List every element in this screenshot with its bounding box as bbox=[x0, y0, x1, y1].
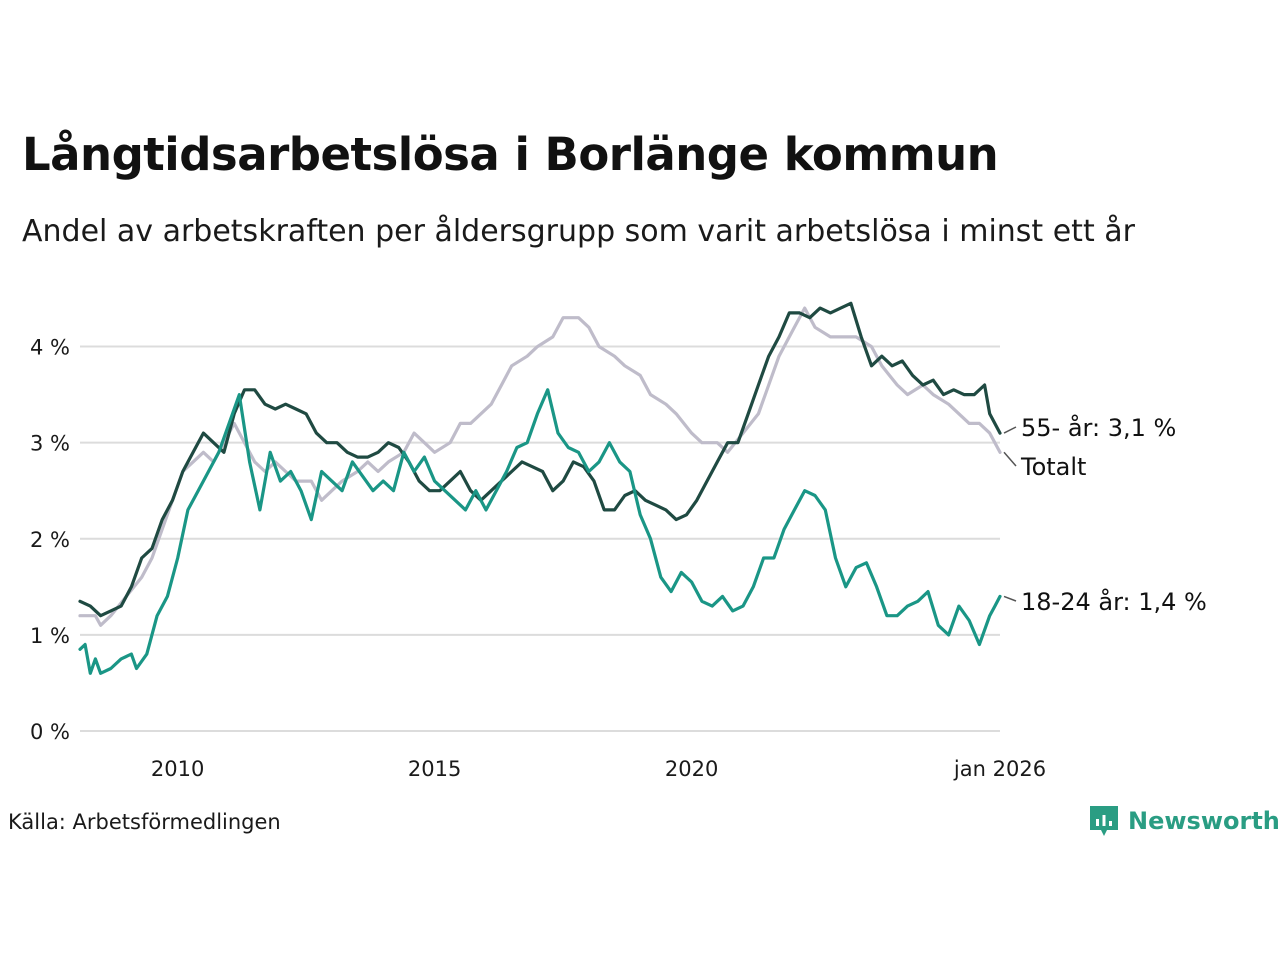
y-tick-label: 1 % bbox=[30, 624, 70, 648]
series-line-1 bbox=[78, 306, 1002, 627]
end-label: Totalt bbox=[1020, 453, 1086, 481]
brand-name: Newsworthy bbox=[1128, 807, 1280, 835]
x-tick-label: 2010 bbox=[151, 757, 204, 781]
x-tick-label: jan 2026 bbox=[953, 757, 1046, 781]
chart-subtitle: Andel av arbetskraften per åldersgrupp s… bbox=[22, 214, 1135, 249]
series-line-3 bbox=[78, 388, 1002, 675]
newsworthy-logo-icon bbox=[1090, 806, 1118, 836]
end-label: 55- år: 3,1 % bbox=[1021, 413, 1176, 442]
chart-title: Långtidsarbetslösa i Borlänge kommun bbox=[22, 128, 999, 181]
end-labels: Totalt 55- år: 3,1 % 18-24 år: 1,4 % bbox=[1003, 413, 1207, 616]
x-tick-label: 2015 bbox=[408, 757, 461, 781]
series-line-2 bbox=[78, 301, 1002, 618]
y-tick-label: 0 % bbox=[30, 720, 70, 744]
end-label: 18-24 år: 1,4 % bbox=[1021, 587, 1207, 616]
brand-logo: Newsworthy bbox=[1088, 804, 1280, 838]
source-note: Källa: Arbetsförmedlingen bbox=[8, 810, 281, 834]
y-tick-label: 2 % bbox=[30, 528, 70, 552]
end-label-leader bbox=[1003, 426, 1017, 434]
x-tick-label: 2020 bbox=[665, 757, 718, 781]
series-lines bbox=[78, 301, 1002, 675]
gridlines bbox=[80, 345, 1000, 732]
x-axis-ticks: 2010 2015 2020 jan 2026 bbox=[151, 757, 1046, 781]
y-axis-ticks: 0 % 1 % 2 % 3 % 4 % bbox=[30, 336, 70, 744]
end-label-leader bbox=[1003, 451, 1017, 467]
y-tick-label: 3 % bbox=[30, 432, 70, 456]
end-label-leader bbox=[1003, 595, 1017, 602]
y-tick-label: 4 % bbox=[30, 336, 70, 360]
